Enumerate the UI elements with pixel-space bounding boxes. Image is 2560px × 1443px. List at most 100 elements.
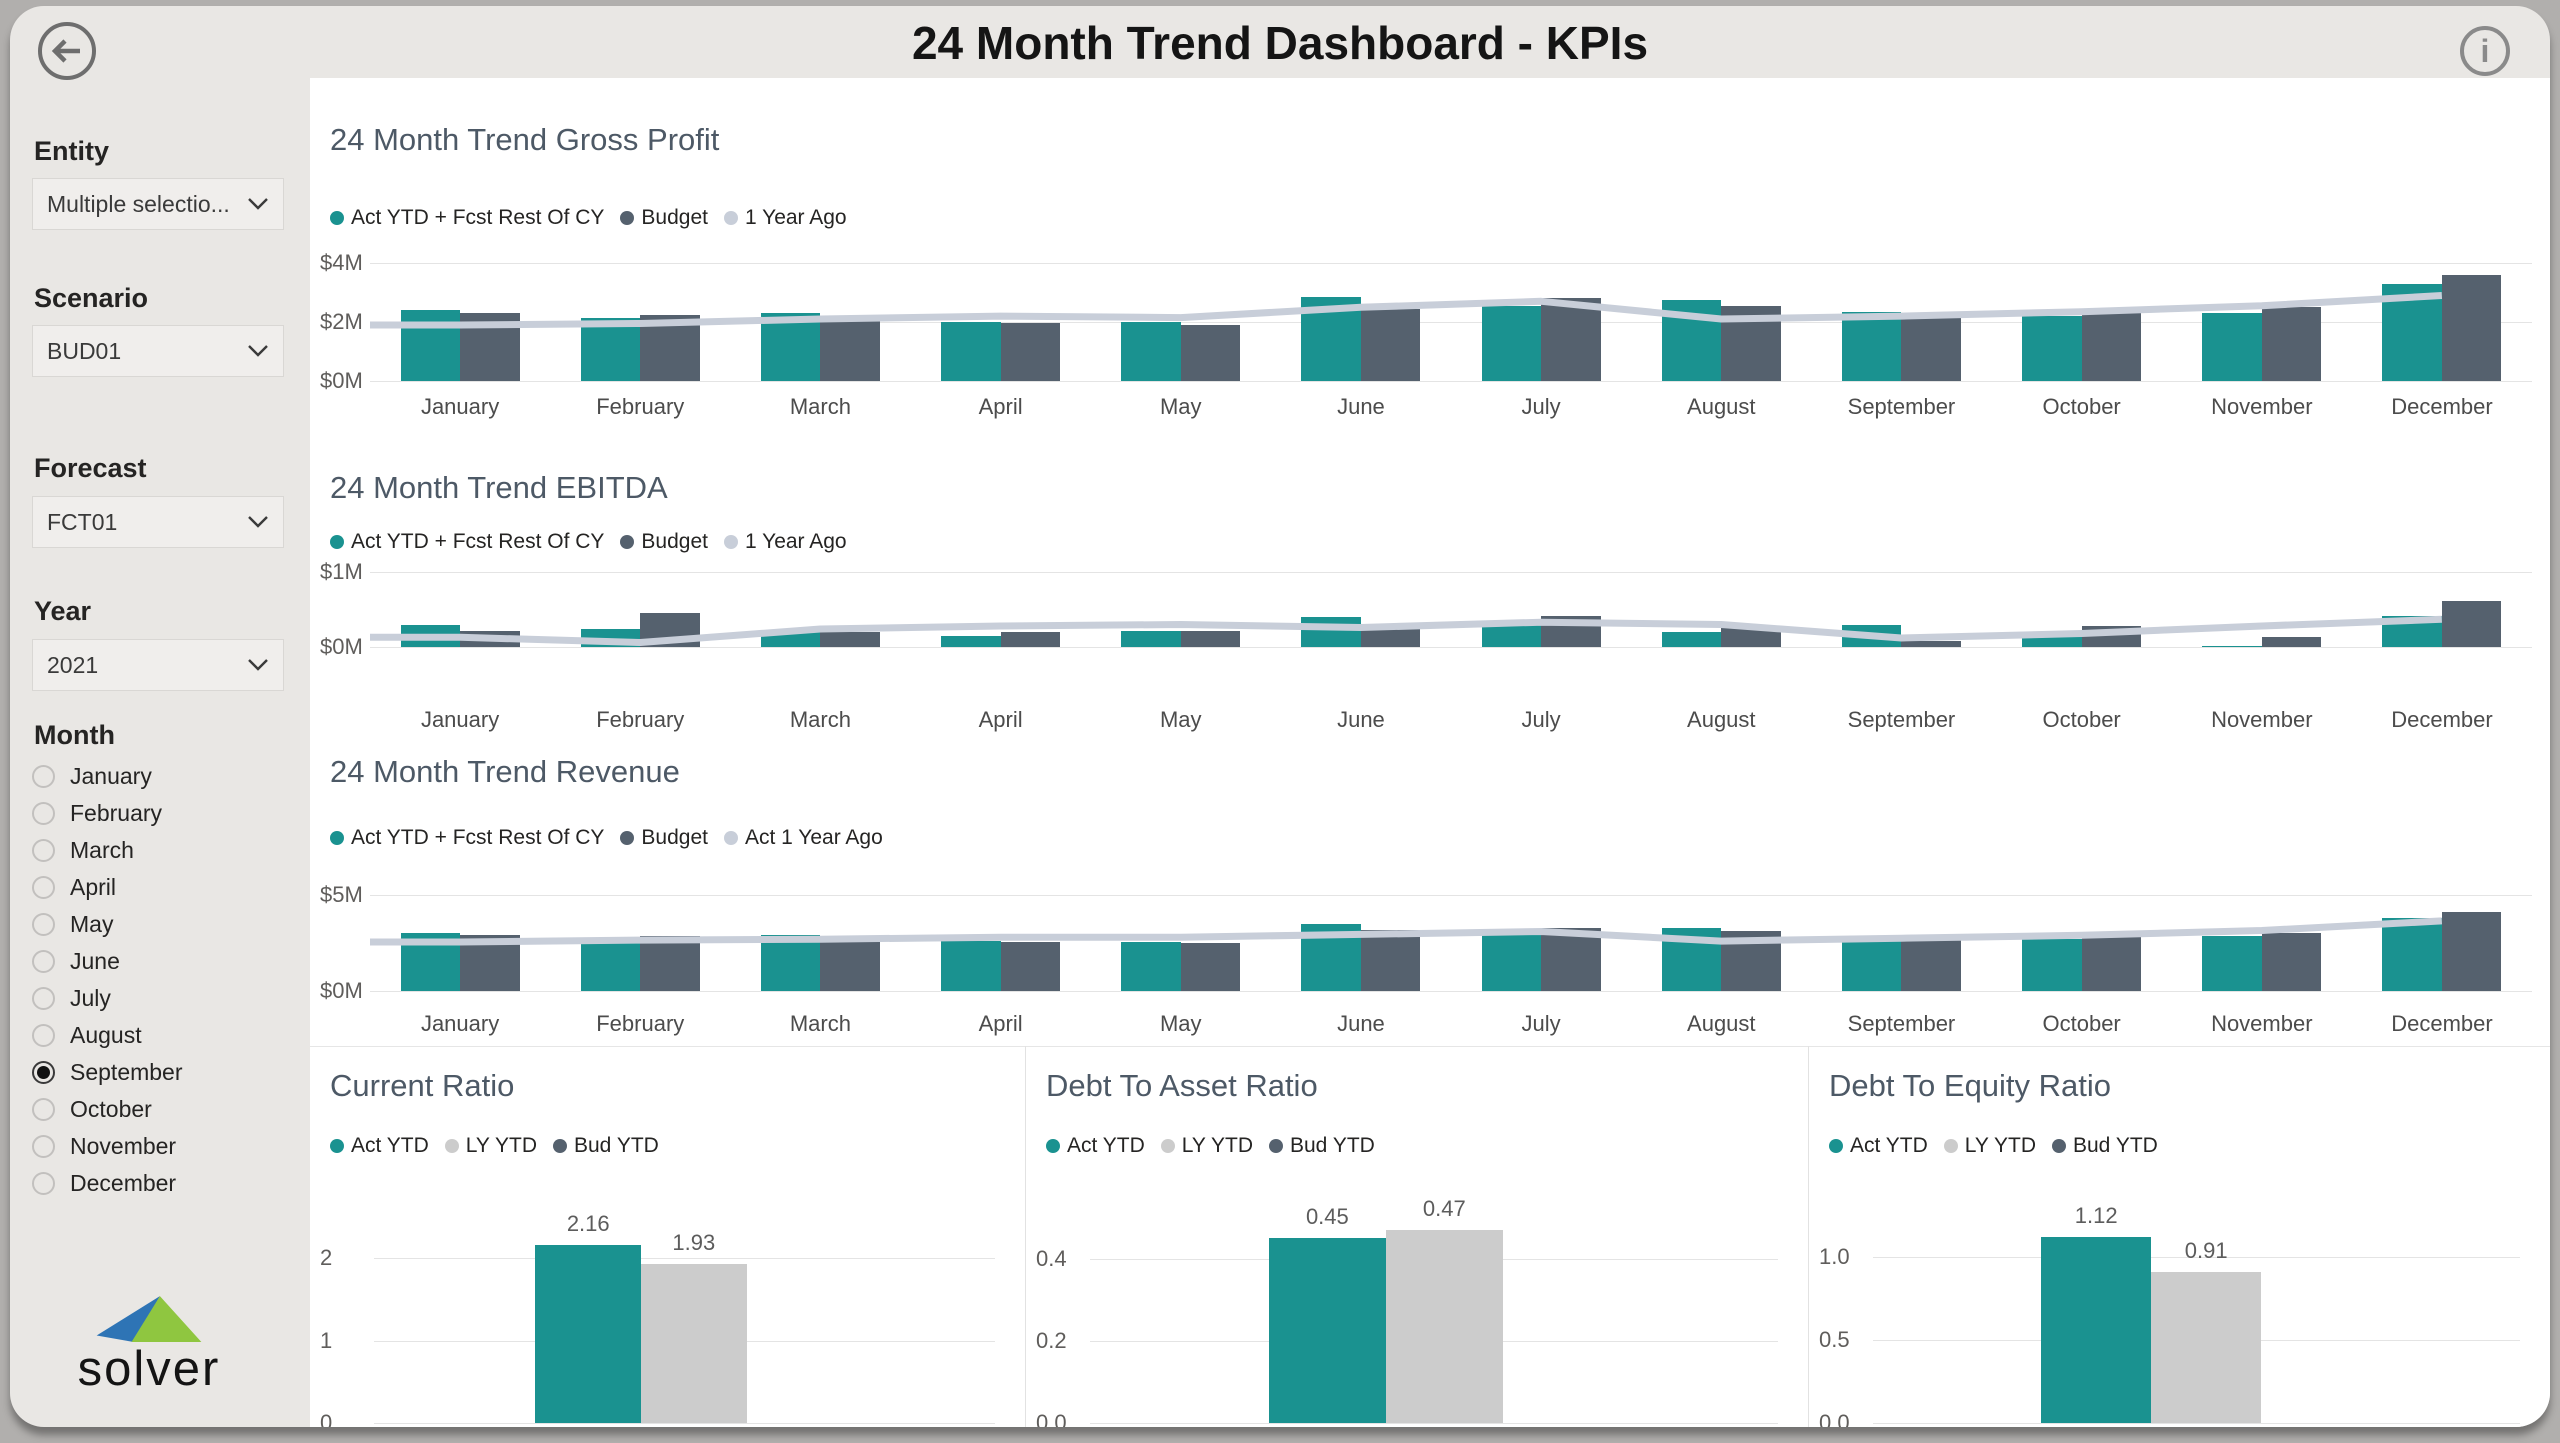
bar-act-ytd-fcst-rest-of-cy-september[interactable]	[1841, 311, 1902, 381]
bar-act-ytd-fcst-rest-of-cy-november[interactable]	[2202, 645, 2262, 647]
bar-act-ytd-fcst-rest-of-cy-december[interactable]	[2382, 918, 2442, 991]
bar-act-ytd-fcst-rest-of-cy-february[interactable]	[580, 317, 641, 381]
bar-act-ytd-fcst-rest-of-cy-july[interactable]	[1481, 932, 1542, 991]
bar-ly-ytd[interactable]	[1385, 1229, 1503, 1423]
legend-item-budget[interactable]: Budget	[620, 530, 708, 554]
year-dropdown[interactable]: 2021	[32, 639, 284, 691]
month-radio-january[interactable]: January	[32, 758, 292, 795]
bar-act-ytd[interactable]	[535, 1244, 642, 1423]
bar-budget-may[interactable]	[1180, 324, 1241, 381]
bar-budget-april[interactable]	[1000, 323, 1061, 381]
month-label: Month	[34, 720, 115, 750]
chart-title: 24 Month Trend EBITDA	[330, 470, 668, 505]
legend-item-act-ytd[interactable]: Act YTD	[1829, 1134, 1928, 1158]
legend-item-bud-ytd[interactable]: Bud YTD	[553, 1134, 659, 1158]
legend-item-act-ytd[interactable]: Act YTD	[330, 1134, 429, 1158]
scenario-dropdown[interactable]: BUD01	[32, 325, 284, 377]
bar-budget-november[interactable]	[2261, 933, 2322, 991]
bar-budget-june[interactable]	[1360, 308, 1421, 381]
month-radio-april[interactable]: April	[32, 869, 292, 906]
legend-item-ly-ytd[interactable]: LY YTD	[1160, 1134, 1253, 1158]
bar-act-ytd-fcst-rest-of-cy-may[interactable]	[1121, 942, 1181, 991]
month-radio-march[interactable]: March	[32, 832, 292, 869]
bar-ly-ytd[interactable]	[641, 1263, 747, 1423]
legend-item-act-1-year-ago[interactable]: Act 1 Year Ago	[723, 826, 883, 850]
month-radio-july[interactable]: July	[32, 980, 292, 1017]
report-canvas: 24 Month Trend Gross Profit Act YTD + Fcs…	[310, 78, 2550, 1427]
bar-budget-april[interactable]	[1000, 632, 1061, 647]
bar-budget-october[interactable]	[2081, 936, 2142, 991]
bar-act-ytd-fcst-rest-of-cy-april[interactable]	[941, 322, 1001, 381]
forecast-dropdown[interactable]: FCT01	[32, 496, 284, 548]
bar-budget-september[interactable]	[1901, 316, 1961, 381]
bar-budget-march[interactable]	[820, 941, 880, 991]
bar-budget-september[interactable]	[1901, 641, 1961, 647]
bar-act-ytd-fcst-rest-of-cy-november[interactable]	[2202, 936, 2262, 991]
month-radio-november[interactable]: November	[32, 1128, 292, 1165]
gridline	[370, 572, 2532, 573]
bar-act-ytd-fcst-rest-of-cy-october[interactable]	[2022, 637, 2082, 647]
bar-budget-may[interactable]	[1180, 943, 1241, 991]
bar-act-ytd-fcst-rest-of-cy-july[interactable]	[1481, 305, 1542, 381]
legend-item-act-ytd-fcst-rest-of-cy[interactable]: Act YTD + Fcst Rest Of CY	[330, 206, 604, 230]
bar-budget-november[interactable]	[2261, 307, 2322, 381]
bar-budget-july[interactable]	[1541, 927, 1601, 991]
bar-budget-october[interactable]	[2081, 311, 2142, 381]
bar-act-ytd-fcst-rest-of-cy-may[interactable]	[1121, 322, 1181, 381]
x-axis-label-october: October	[2042, 394, 2121, 419]
legend-item-budget[interactable]: Budget	[620, 206, 708, 230]
month-radio-august[interactable]: August	[32, 1017, 292, 1054]
y-axis-label: 0	[320, 1410, 333, 1427]
bar-budget-march[interactable]	[820, 320, 880, 381]
bar-ly-ytd[interactable]	[2151, 1271, 2262, 1423]
bar-act-ytd-fcst-rest-of-cy-september[interactable]	[1841, 936, 1902, 991]
bar-budget-june[interactable]	[1360, 626, 1421, 647]
gridline	[374, 1423, 995, 1424]
bar-budget-september[interactable]	[1901, 939, 1961, 991]
bar-budget-april[interactable]	[1000, 942, 1061, 991]
legend-item-ly-ytd[interactable]: LY YTD	[1943, 1134, 2036, 1158]
month-radio-october[interactable]: October	[32, 1091, 292, 1128]
bar-budget-december[interactable]	[2441, 912, 2502, 991]
bar-budget-march[interactable]	[820, 632, 880, 647]
legend-item-act-ytd[interactable]: Act YTD	[1046, 1134, 1145, 1158]
chart-title: Debt To Asset Ratio	[1046, 1068, 1318, 1103]
legend-item-budget[interactable]: Budget	[620, 826, 708, 850]
bar-act-ytd-fcst-rest-of-cy-april[interactable]	[941, 635, 1001, 647]
bar-act-ytd-fcst-rest-of-cy-november[interactable]	[2202, 313, 2262, 381]
month-radio-february[interactable]: February	[32, 795, 292, 832]
back-button[interactable]	[38, 22, 96, 80]
bar-act-ytd-fcst-rest-of-cy-may[interactable]	[1121, 630, 1181, 647]
legend-item-act-ytd-fcst-rest-of-cy[interactable]: Act YTD + Fcst Rest Of CY	[330, 826, 604, 850]
bar-budget-may[interactable]	[1180, 630, 1241, 647]
month-radio-may[interactable]: May	[32, 906, 292, 943]
bar-act-ytd[interactable]	[1268, 1238, 1386, 1423]
month-radio-june[interactable]: June	[32, 943, 292, 980]
bar-act-ytd-fcst-rest-of-cy-october[interactable]	[2022, 316, 2082, 381]
legend-item-1-year-ago[interactable]: 1 Year Ago	[723, 530, 847, 554]
bar-act-ytd[interactable]	[2041, 1236, 2152, 1423]
legend-item-1-year-ago[interactable]: 1 Year Ago	[723, 206, 847, 230]
month-radio-december[interactable]: December	[32, 1165, 292, 1202]
bar-budget-november[interactable]	[2261, 637, 2322, 647]
legend-item-bud-ytd[interactable]: Bud YTD	[2052, 1134, 2158, 1158]
bar-budget-july[interactable]	[1541, 298, 1601, 381]
entity-dropdown[interactable]: Multiple selectio...	[32, 178, 284, 230]
bar-act-ytd-fcst-rest-of-cy-october[interactable]	[2022, 939, 2082, 991]
legend-item-bud-ytd[interactable]: Bud YTD	[1269, 1134, 1375, 1158]
month-radio-september[interactable]: September	[32, 1054, 292, 1091]
bar-budget-december[interactable]	[2441, 274, 2502, 381]
bar-act-ytd-fcst-rest-of-cy-march[interactable]	[760, 935, 821, 991]
bar-budget-june[interactable]	[1360, 929, 1421, 991]
bar-budget-february[interactable]	[640, 936, 700, 991]
bar-act-ytd-fcst-rest-of-cy-august[interactable]	[1661, 632, 1722, 647]
legend-item-ly-ytd[interactable]: LY YTD	[444, 1134, 537, 1158]
bar-act-ytd-fcst-rest-of-cy-june[interactable]	[1301, 617, 1361, 647]
y-axis-label: $4M	[320, 250, 363, 275]
bar-budget-december[interactable]	[2441, 600, 2502, 647]
bar-act-ytd-fcst-rest-of-cy-february[interactable]	[580, 938, 641, 991]
bar-act-ytd-fcst-rest-of-cy-april[interactable]	[941, 941, 1001, 991]
info-button[interactable]: i	[2460, 26, 2510, 76]
bar-act-ytd-fcst-rest-of-cy-march[interactable]	[760, 313, 821, 381]
legend-item-act-ytd-fcst-rest-of-cy[interactable]: Act YTD + Fcst Rest Of CY	[330, 530, 604, 554]
